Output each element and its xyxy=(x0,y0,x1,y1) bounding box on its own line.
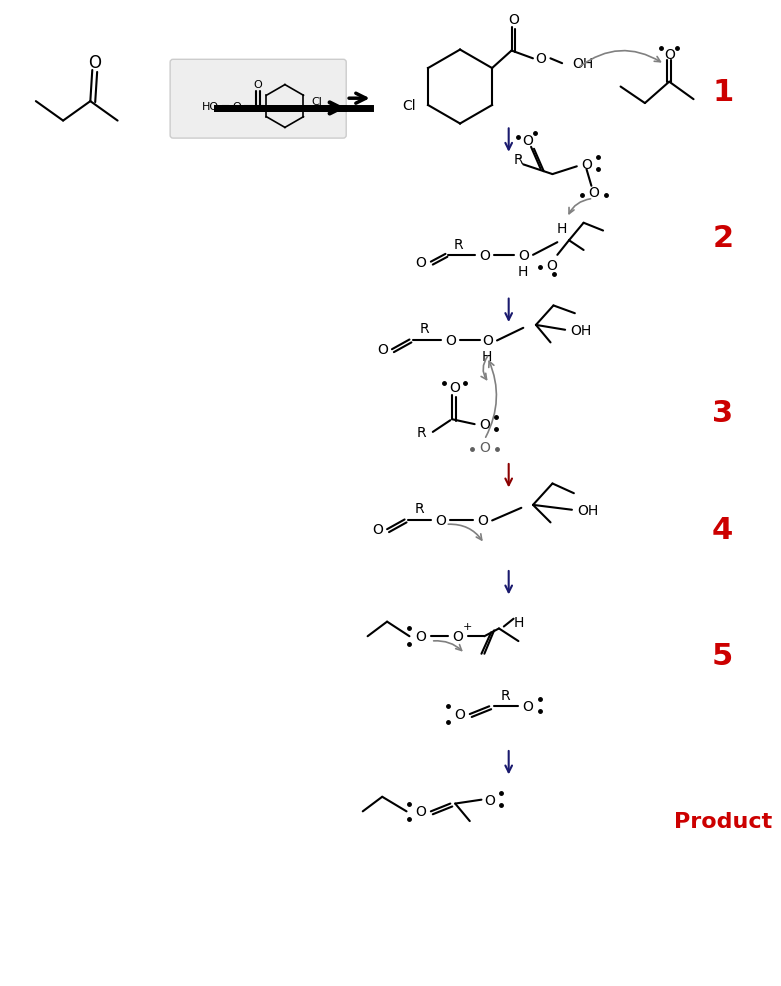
Text: R: R xyxy=(419,321,429,335)
Text: O: O xyxy=(376,343,387,357)
Text: O: O xyxy=(483,793,494,807)
Text: Cl: Cl xyxy=(312,97,323,107)
Text: O: O xyxy=(588,185,599,199)
Text: O: O xyxy=(253,80,262,90)
Text: O: O xyxy=(455,707,465,722)
Text: H: H xyxy=(482,350,493,364)
Text: HO: HO xyxy=(202,102,219,111)
Text: +: + xyxy=(463,622,473,632)
Text: H: H xyxy=(557,222,567,236)
Text: OH: OH xyxy=(570,323,591,337)
Text: O: O xyxy=(522,134,533,148)
Text: Cl: Cl xyxy=(401,99,415,113)
Text: O: O xyxy=(518,248,529,262)
Text: O: O xyxy=(435,514,446,528)
Text: 1: 1 xyxy=(712,78,733,106)
Text: O: O xyxy=(449,381,460,394)
Text: 2: 2 xyxy=(712,224,733,252)
Text: O: O xyxy=(546,258,557,272)
Text: R: R xyxy=(416,426,426,440)
Text: O: O xyxy=(87,54,101,72)
Text: O: O xyxy=(372,523,383,536)
Text: Product: Product xyxy=(673,811,772,831)
Text: O: O xyxy=(479,440,490,454)
Text: 5: 5 xyxy=(712,642,733,670)
Text: OH: OH xyxy=(572,57,593,71)
FancyBboxPatch shape xyxy=(170,60,346,139)
Text: O: O xyxy=(581,158,592,173)
Text: R: R xyxy=(514,154,523,168)
Text: O: O xyxy=(479,418,490,432)
Text: O: O xyxy=(664,48,675,62)
Text: O: O xyxy=(453,630,464,644)
Text: O: O xyxy=(522,699,533,714)
Text: O: O xyxy=(479,248,490,262)
Text: O: O xyxy=(415,630,426,644)
Text: O: O xyxy=(508,14,519,28)
Text: O: O xyxy=(482,334,493,348)
Text: O: O xyxy=(415,255,426,269)
Text: O: O xyxy=(477,514,488,528)
Text: 3: 3 xyxy=(712,398,733,428)
Text: O: O xyxy=(415,805,426,818)
Text: R: R xyxy=(453,238,463,251)
Text: O: O xyxy=(535,52,546,66)
Text: H: H xyxy=(518,265,529,279)
Text: R: R xyxy=(415,501,424,516)
Text: H: H xyxy=(513,615,523,629)
Text: 4: 4 xyxy=(712,515,733,544)
Text: R: R xyxy=(501,688,511,702)
Text: O: O xyxy=(232,102,241,111)
Text: O: O xyxy=(445,334,456,348)
Text: OH: OH xyxy=(577,503,598,518)
